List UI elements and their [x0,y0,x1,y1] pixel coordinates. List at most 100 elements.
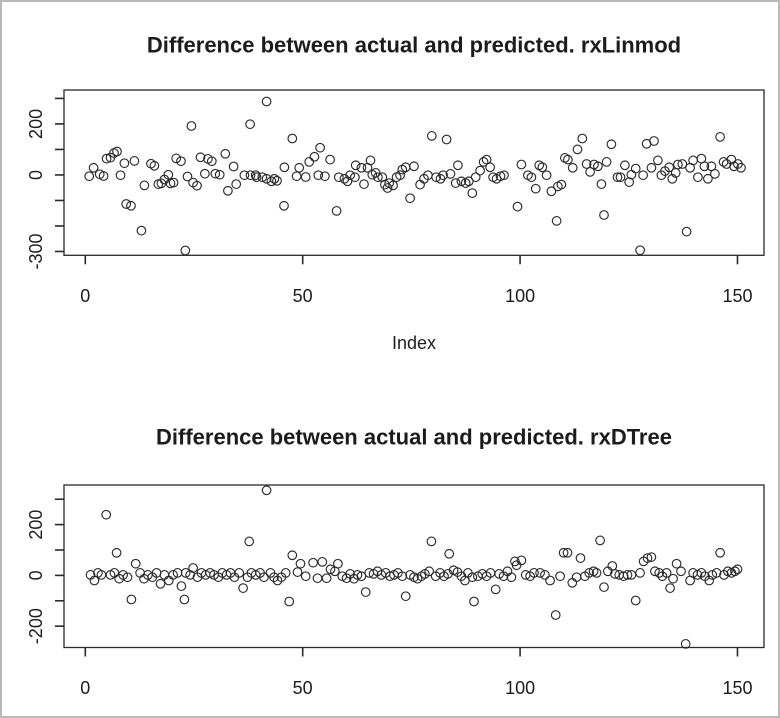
data-point [320,171,330,182]
data-point [238,583,248,593]
data-point [591,568,602,578]
data-point [424,566,435,577]
y-tick-label: -200 [26,608,46,644]
data-point [186,121,197,131]
plot-box [63,484,765,649]
data-point [122,572,133,583]
data-point [470,172,481,183]
data-point [397,571,408,582]
data-point [321,573,332,584]
y-tick-label: 200 [26,510,46,540]
data-point [638,170,648,181]
data-point [179,594,190,605]
data-point [84,171,95,182]
data-point [121,199,132,209]
data-point [475,165,485,176]
data-point [601,157,612,167]
data-point [101,509,112,520]
y-tick-label: -300 [26,233,46,269]
x-tick-label: 50 [293,286,313,306]
data-point [180,568,191,578]
data-point [176,581,187,591]
data-point [715,132,725,142]
data-point [261,96,272,107]
data-point [450,178,461,188]
data-point [350,160,361,171]
data-point [163,169,174,180]
data-point [266,176,277,187]
data-point [388,180,398,191]
data-point [736,162,746,173]
data-point [325,154,335,165]
data-point [661,568,672,578]
data-point [555,571,565,582]
data-point [228,161,239,172]
data-point [467,188,478,198]
data-point [155,578,166,589]
data-point [284,596,295,607]
data-point [711,568,722,578]
data-point [176,156,186,167]
data-point [200,168,210,179]
data-point [210,168,221,179]
data-point [239,170,250,181]
data-point [373,172,383,183]
data-point [481,154,492,165]
data-point [704,575,715,586]
data-point [304,157,315,167]
data-point [703,173,713,184]
data-point [188,563,198,573]
data-point [593,161,603,172]
data-point [485,162,495,173]
data-point [673,159,683,170]
data-point [214,169,225,180]
data-point [610,569,620,579]
data-point [159,570,170,580]
data-point [584,568,595,578]
data-point [715,547,725,558]
data-point [345,170,355,181]
data-point [668,573,678,584]
data-point [168,570,178,580]
x-tick-label: 100 [505,286,535,306]
data-point [469,596,479,607]
data-point [245,170,256,181]
data-point [478,157,489,167]
plot-rxdtree: 0 50 100 150 -200 0 200 [26,484,765,698]
data-point [308,557,318,568]
data-point [696,568,707,578]
data-point [693,172,703,183]
data-point [101,153,112,164]
data-point [572,144,583,155]
data-point [677,159,688,169]
data-point [333,172,344,183]
data-point [707,570,718,580]
data-point [581,159,592,169]
data-point [667,173,678,184]
data-point [506,572,517,583]
data-point [664,162,675,173]
data-point [119,158,130,169]
data-point [126,200,136,211]
data-point [300,571,311,582]
data-point [453,160,463,171]
data-point [171,153,182,164]
data-point [595,535,605,546]
data-point [244,536,255,547]
data-point [192,180,202,191]
data-point [395,170,405,181]
data-point [444,548,455,559]
data-point [550,610,561,620]
data-point [360,587,371,597]
data-point [612,172,623,183]
plot-box [63,89,765,256]
data-point [111,547,122,558]
y-tick-label: 0 [26,170,46,180]
data-point [630,163,641,174]
x-tick-label: 150 [722,678,752,698]
data-point [409,161,419,172]
data-point [115,170,126,181]
data-point [220,148,231,159]
data-point [359,179,369,189]
